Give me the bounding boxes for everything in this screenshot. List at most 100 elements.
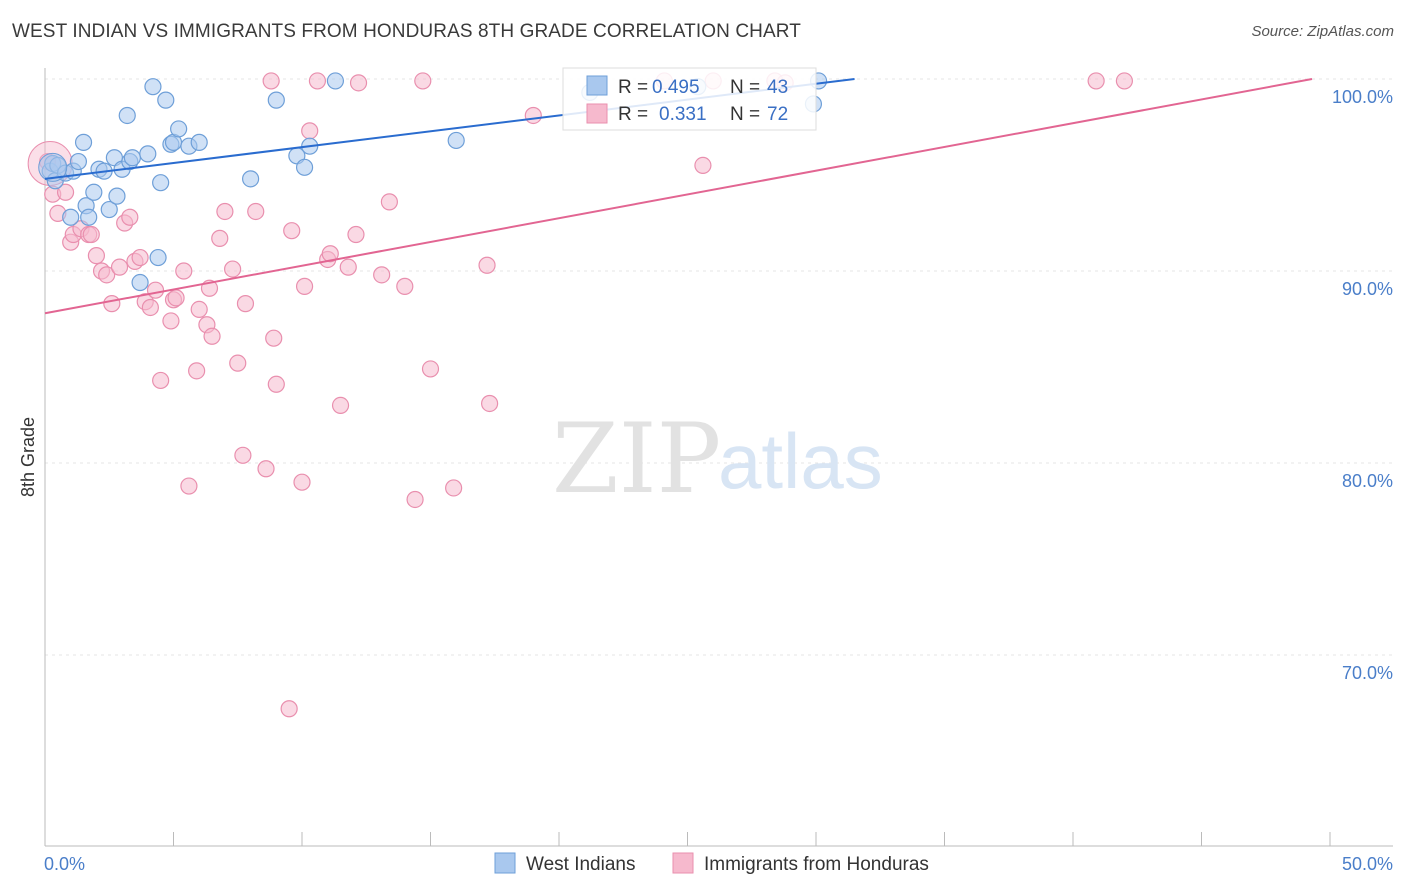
series-immigrants-from-honduras-points [27,72,1134,718]
west-indians-cluster-point [38,152,68,182]
west-indians-point [190,133,208,151]
watermark-atlas: atlas [718,417,883,505]
west-indians-point [74,133,93,151]
honduras-point [481,394,499,413]
honduras-point [229,354,247,372]
honduras-point [380,193,398,211]
honduras-point [524,106,542,125]
honduras-point [162,312,180,330]
honduras-point [188,362,206,380]
west-indians-point [326,72,345,90]
honduras-point [349,74,368,92]
west-indians-point [242,170,260,188]
honduras-point [339,258,357,276]
honduras-point [414,72,432,90]
honduras-point [262,72,280,90]
series-legend-label-pink: Immigrants from Honduras [704,854,929,875]
honduras-point [131,248,149,267]
y-tick-label: 100.0% [1332,87,1393,107]
honduras-point [146,281,165,299]
honduras-point [301,122,319,140]
west-indians-point [139,145,157,163]
legend-n-value-blue: 43 [767,77,788,98]
honduras-point [295,277,314,295]
west-indians-point [149,248,167,267]
west-indians-point [118,106,136,125]
honduras-point [203,327,221,345]
legend-n-value-pink: 72 [767,104,788,125]
x-tick-label-max: 50.0% [1342,854,1393,874]
west-indians-point [267,91,285,109]
honduras-point [347,225,365,244]
honduras-point [87,247,106,265]
honduras-point [141,298,159,317]
honduras-point [293,473,311,491]
honduras-point [257,460,275,478]
source-label: Source: ZipAtlas.com [1251,23,1394,40]
honduras-point [121,208,139,226]
honduras-point [224,260,242,278]
legend-r-value-pink: 0.331 [659,104,707,125]
west-indians-point [123,149,141,167]
honduras-point [110,258,129,276]
legend-r-value-blue: 0.495 [652,77,700,98]
y-tick-labels: 100.0% 90.0% 80.0% 70.0% [1332,87,1393,683]
gridlines [45,78,1393,656]
west-indians-point [144,78,162,96]
honduras-point [396,277,414,295]
honduras-point [406,490,424,509]
series-legend: West Indians Immigrants from Honduras [494,852,929,875]
west-indians-point [69,152,88,171]
honduras-point [321,245,339,263]
y-tick-label: 70.0% [1342,663,1393,683]
honduras-point [103,295,121,313]
honduras-point [373,266,391,284]
honduras-point [421,360,440,378]
y-axis-label: 8th Grade [18,417,38,497]
honduras-point [1087,72,1105,90]
honduras-point [265,329,283,347]
series-legend-label-blue: West Indians [526,854,635,875]
honduras-point [216,202,234,221]
y-tick-label: 90.0% [1342,279,1393,299]
west-indians-point [447,131,465,150]
x-tick-marks [44,832,1331,846]
honduras-point [152,371,170,390]
legend-swatch-pink [586,103,608,124]
honduras-point [445,479,463,497]
stats-legend: R = 0.495 N = 43 R = 0.331 N = 72 [562,67,817,131]
legend-n-label-blue: N = [730,77,760,98]
legend-r-label-blue: R = [618,77,648,98]
honduras-point [167,289,185,307]
legend-n-label-pink: N = [730,104,760,125]
west-indians-point [295,158,314,176]
west-indians-point [85,183,103,201]
honduras-point [308,72,327,90]
west-indians-point [100,200,118,219]
honduras-point [82,225,100,244]
legend-r-label-pink: R = [618,104,648,125]
series-west-indians-points [38,72,828,292]
watermark-zip: ZIP [552,403,721,515]
west-indians-point [152,174,170,192]
west-indians-point [157,91,175,109]
honduras-point [1115,72,1134,90]
chart-title: WEST INDIAN VS IMMIGRANTS FROM HONDURAS … [12,21,801,42]
honduras-point [56,183,75,201]
honduras-point [267,375,285,393]
west-indians-point [62,208,80,226]
honduras-point [98,266,116,284]
honduras-point [180,477,198,495]
honduras-point [280,700,298,718]
honduras-point [190,300,208,318]
legend-swatch-blue [586,75,608,96]
honduras-point [247,202,265,221]
honduras-point [694,156,712,174]
series-legend-swatch-pink [672,852,694,874]
honduras-point [331,396,350,414]
honduras-point [283,222,301,240]
honduras-point [211,229,229,247]
y-tick-label: 80.0% [1342,471,1393,491]
west-indians-point [80,208,98,226]
